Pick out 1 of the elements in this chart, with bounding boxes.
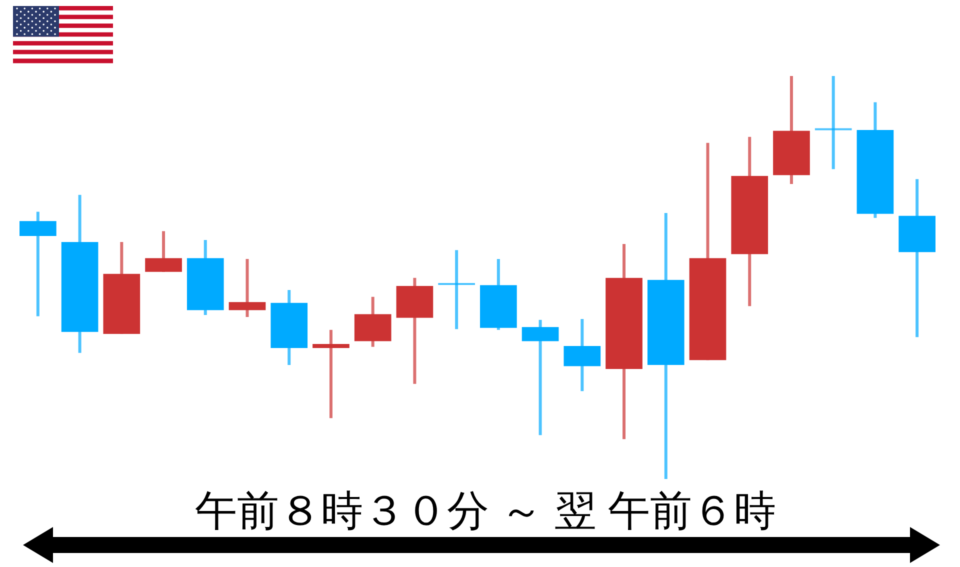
x-axis-title: 午前８時３０分 ～ 翌 午前６時 — [195, 487, 776, 534]
